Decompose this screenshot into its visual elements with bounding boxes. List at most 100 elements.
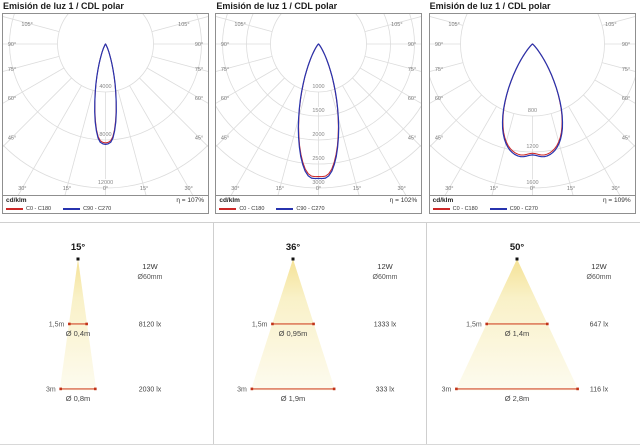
svg-text:15°: 15° xyxy=(489,186,497,192)
svg-text:8120 lx: 8120 lx xyxy=(139,321,162,328)
svg-text:105°: 105° xyxy=(235,22,246,28)
svg-text:60°: 60° xyxy=(408,96,416,102)
legend-entry-c90: C90 - C270 xyxy=(63,206,111,212)
red-line-swatch xyxy=(219,208,237,210)
polar-plot: 105° 90° 75° 60° 45° 30° 15° 0° 15° 30° 45° 60° 75° 9… xyxy=(429,14,635,195)
legend-label: C0 - C180 xyxy=(452,206,478,212)
svg-text:60°: 60° xyxy=(195,96,203,102)
beam-diagram-panel-3: 50° 12W Ø60mm 1,5m Ø 1,4m 647 lx 3m Ø 2,8m 116 l… xyxy=(427,223,640,444)
polar-chart-panel-1: Emisión de luz 1 / CDL polar 105° 90° 75° 6… xyxy=(0,0,214,222)
svg-text:1500: 1500 xyxy=(313,108,325,114)
svg-text:Ø 2,8m: Ø 2,8m xyxy=(505,394,530,403)
beam-cone-diagram: 36° 12W Ø60mm 1,5m Ø 0,95m 1333 lx 3m Ø 1,9m 333… xyxy=(237,242,397,403)
svg-text:45°: 45° xyxy=(8,136,16,142)
svg-text:1000: 1000 xyxy=(313,84,325,90)
beam-cone-diagram: 15° 12W Ø60mm 1,5mØ 0,4m 8120 lx 3m Ø 0,8m 2030… xyxy=(46,242,163,403)
svg-text:1600: 1600 xyxy=(526,180,538,186)
beam-diagrams-row: 15° 12W Ø60mm 1,5m Ø 0,4m 8120 lx 3m Ø 0,8m 2030… xyxy=(0,222,640,445)
svg-text:75°: 75° xyxy=(621,67,629,73)
chart-title: Emisión de luz 1 / CDL polar xyxy=(3,1,124,11)
svg-text:800: 800 xyxy=(528,108,537,114)
svg-text:Ø 0,4m: Ø 0,4m xyxy=(66,329,91,338)
polar-plot: 105° 90° 75° 60° 45° 30° 15° 0° 15° 30° 45° 60° 75° 9… xyxy=(3,14,208,195)
legend-entry-c90: C90 - C270 xyxy=(489,206,538,212)
svg-text:1333 lx: 1333 lx xyxy=(373,321,396,328)
efficiency-label: η = 102% xyxy=(389,197,418,204)
svg-text:3000: 3000 xyxy=(313,180,325,186)
blue-line-swatch xyxy=(63,208,81,210)
chart-legend: cd/klm η = 107% C0 - C180 C90 - C270 xyxy=(3,195,208,213)
svg-text:3m: 3m xyxy=(237,386,247,393)
svg-text:2030 lx: 2030 lx xyxy=(139,386,162,393)
svg-text:15°: 15° xyxy=(276,186,284,192)
chart-legend: cd/klm η = 102% C0 - C180 C90 - C270 xyxy=(216,195,422,213)
svg-text:75°: 75° xyxy=(408,67,416,73)
polar-chart-box: 105° 90° 75° 60° 45° 30° 15° 0° 15° 30° 45° 60° 75° 9… xyxy=(215,13,423,214)
beam-cone-diagram: 50° 12W Ø60mm 1,5m Ø 1,4m 647 lx 3m Ø 2,8m 116 l… xyxy=(442,242,612,403)
svg-text:105°: 105° xyxy=(21,22,32,28)
svg-text:15°: 15° xyxy=(567,186,575,192)
svg-text:60°: 60° xyxy=(434,96,442,102)
legend-entry-c0: C0 - C180 xyxy=(6,206,51,212)
svg-text:1,5m: 1,5m xyxy=(49,321,65,328)
svg-text:12W: 12W xyxy=(142,262,158,271)
polar-chart-box: 105° 90° 75° 60° 45° 30° 15° 0° 15° 30° 45° 60° 75° 9… xyxy=(2,13,209,214)
svg-text:30°: 30° xyxy=(445,186,453,192)
unit-label: cd/klm xyxy=(219,197,240,204)
svg-text:3m: 3m xyxy=(442,386,452,393)
svg-text:Ø60mm: Ø60mm xyxy=(587,274,612,281)
beam-diagram-panel-2: 36° 12W Ø60mm 1,5m Ø 0,95m 1333 lx 3m Ø 1,9m 333… xyxy=(213,223,428,444)
svg-text:4000: 4000 xyxy=(99,84,111,90)
svg-text:2000: 2000 xyxy=(313,132,325,138)
svg-text:45°: 45° xyxy=(221,136,229,142)
polar-charts-row: Emisión de luz 1 / CDL polar 105° 90° 75° 6… xyxy=(0,0,640,222)
svg-text:12000: 12000 xyxy=(98,180,113,186)
svg-text:105°: 105° xyxy=(448,22,459,28)
svg-text:1,5m: 1,5m xyxy=(252,321,268,328)
beam-diagram-panel-1: 15° 12W Ø60mm 1,5m Ø 0,4m 8120 lx 3m Ø 0,8m 2030… xyxy=(0,223,214,444)
efficiency-label: η = 107% xyxy=(176,197,204,204)
legend-entry-c90: C90 - C270 xyxy=(276,206,325,212)
red-line-swatch xyxy=(6,208,23,210)
svg-text:Ø60mm: Ø60mm xyxy=(138,274,163,281)
legend-entry-c0: C0 - C180 xyxy=(219,206,264,212)
svg-text:Ø 1,9m: Ø 1,9m xyxy=(280,394,305,403)
red-line-swatch xyxy=(432,208,450,210)
svg-text:75°: 75° xyxy=(8,67,16,73)
blue-line-swatch xyxy=(276,208,294,210)
svg-text:8000: 8000 xyxy=(99,132,111,138)
svg-text:90°: 90° xyxy=(195,42,203,48)
svg-text:105°: 105° xyxy=(392,22,403,28)
svg-text:Ø60mm: Ø60mm xyxy=(372,274,397,281)
blue-line-swatch xyxy=(489,208,507,210)
svg-text:15°: 15° xyxy=(353,186,361,192)
svg-text:30°: 30° xyxy=(232,186,240,192)
svg-text:0°: 0° xyxy=(530,186,535,192)
legend-label: C0 - C180 xyxy=(239,206,265,212)
svg-text:36°: 36° xyxy=(285,242,300,253)
svg-text:60°: 60° xyxy=(8,96,16,102)
svg-text:12W: 12W xyxy=(377,262,393,271)
legend-label: C90 - C270 xyxy=(296,206,325,212)
svg-text:75°: 75° xyxy=(434,67,442,73)
svg-text:3m: 3m xyxy=(46,386,56,393)
chart-title: Emisión de luz 1 / CDL polar xyxy=(216,1,338,11)
svg-text:75°: 75° xyxy=(221,67,229,73)
svg-text:45°: 45° xyxy=(434,136,442,142)
svg-text:0°: 0° xyxy=(103,186,108,192)
svg-text:90°: 90° xyxy=(434,42,442,48)
svg-text:1200: 1200 xyxy=(526,144,538,150)
legend-label: C0 - C180 xyxy=(26,206,52,212)
legend-entry-c0: C0 - C180 xyxy=(432,206,478,212)
svg-text:15°: 15° xyxy=(140,186,148,192)
polar-chart-box: 105° 90° 75° 60° 45° 30° 15° 0° 15° 30° 45° 60° 75° 9… xyxy=(428,13,636,214)
svg-text:15°: 15° xyxy=(71,242,86,253)
unit-label: cd/klm xyxy=(6,197,27,204)
svg-text:30°: 30° xyxy=(398,186,406,192)
svg-text:Ø 1,4m: Ø 1,4m xyxy=(505,329,530,338)
svg-text:60°: 60° xyxy=(221,96,229,102)
svg-text:75°: 75° xyxy=(195,67,203,73)
svg-text:50°: 50° xyxy=(510,242,525,253)
svg-text:2500: 2500 xyxy=(313,156,325,162)
unit-label: cd/klm xyxy=(432,197,454,204)
